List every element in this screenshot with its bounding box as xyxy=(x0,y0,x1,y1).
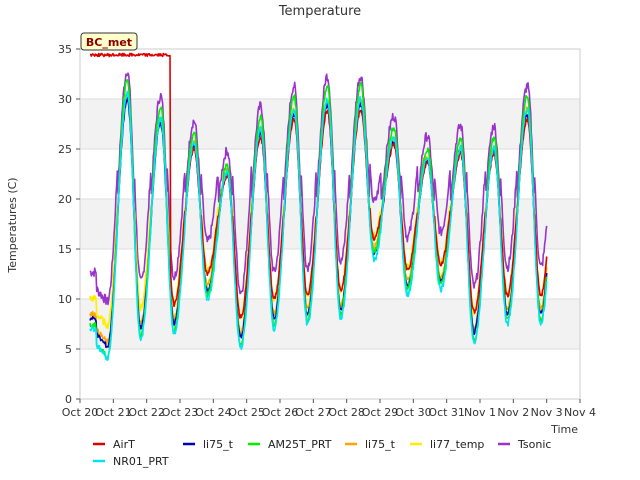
x-tick-label: Nov 2 xyxy=(497,406,529,419)
legend-item: AirT xyxy=(93,438,135,451)
x-tick-label: Nov 1 xyxy=(464,406,496,419)
x-axis-label: Time xyxy=(550,423,578,436)
x-tick-label: Oct 31 xyxy=(428,406,465,419)
x-tick-label: Oct 29 xyxy=(362,406,399,419)
x-tick-label: Oct 24 xyxy=(195,406,232,419)
legend-item: li75_t xyxy=(183,438,234,451)
x-tick-label: Oct 30 xyxy=(395,406,432,419)
legend-label: li77_temp xyxy=(430,438,484,451)
y-tick-label: 35 xyxy=(58,43,72,56)
y-axis-label: Temperatures (C) xyxy=(6,177,19,273)
axes xyxy=(79,48,581,400)
x-tick-label: Oct 22 xyxy=(128,406,165,419)
y-axis-ticks: 0 5 10 15 20 25 30 35 xyxy=(58,43,80,406)
legend-label: NR01_PRT xyxy=(113,455,169,468)
legend-label: li75_t xyxy=(365,438,396,451)
x-tick-label: Nov 4 xyxy=(564,406,596,419)
y-tick-label: 25 xyxy=(58,143,72,156)
series-layer xyxy=(89,52,548,361)
legend-item: Tsonic xyxy=(498,438,551,451)
x-tick-label: Nov 3 xyxy=(531,406,563,419)
y-tick-label: 15 xyxy=(58,243,72,256)
dataset-badge-label: BC_met xyxy=(86,36,132,49)
legend-item: AM25T_PRT xyxy=(248,438,332,451)
legend-item: li77_temp xyxy=(410,438,484,451)
dataset-badge-box xyxy=(80,32,138,51)
chart-title: Temperature xyxy=(278,4,361,19)
series-line-nr01_prt xyxy=(89,90,548,361)
y-tick-label: 10 xyxy=(58,293,72,306)
shaded-band xyxy=(80,299,580,349)
legend-item: li75_t xyxy=(345,438,396,451)
legend-item: NR01_PRT xyxy=(93,455,169,468)
legend: AirT NR01_PRT li75_t AM25T_PRT li75_t li77_te… xyxy=(93,438,551,468)
x-tick-label: Oct 25 xyxy=(228,406,265,419)
x-tick-label: Oct 26 xyxy=(262,406,299,419)
x-tick-label: Oct 28 xyxy=(328,406,365,419)
legend-label: AirT xyxy=(113,438,135,451)
x-tick-label: Oct 21 xyxy=(95,406,132,419)
shaded-band xyxy=(80,199,580,249)
y-tick-label: 20 xyxy=(58,193,72,206)
x-tick-label: Oct 27 xyxy=(295,406,332,419)
y-tick-label: 0 xyxy=(65,393,72,406)
y-tick-label: 5 xyxy=(65,343,72,356)
y-tick-label: 30 xyxy=(58,93,72,106)
x-tick-label: Oct 20 xyxy=(62,406,99,419)
legend-label: Tsonic xyxy=(517,438,551,451)
legend-label: AM25T_PRT xyxy=(268,438,332,451)
plot-frame xyxy=(79,48,581,400)
dataset-badge: BC_met xyxy=(80,32,138,51)
legend-label: li75_t xyxy=(203,438,234,451)
x-tick-label: Oct 23 xyxy=(162,406,199,419)
